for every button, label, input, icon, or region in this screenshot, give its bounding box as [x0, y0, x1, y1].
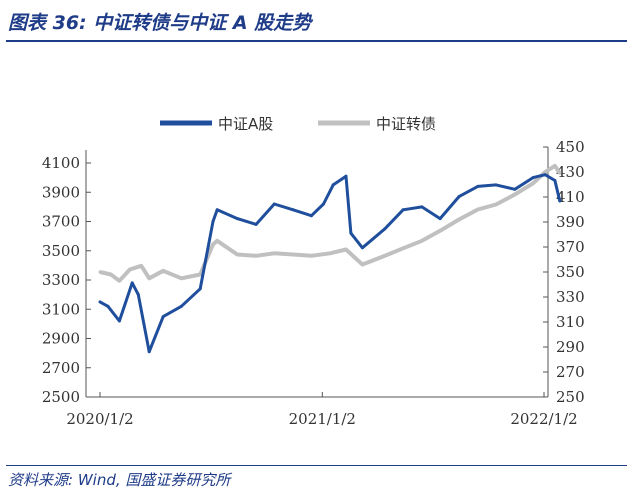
title-divider	[6, 40, 627, 42]
x-tick-label: 2020/1/2	[66, 410, 133, 428]
data-point-a-share	[309, 214, 313, 218]
data-point-cb	[235, 253, 239, 256]
data-point-a-share	[494, 183, 498, 187]
data-point-a-share	[476, 184, 480, 188]
data-point-cb	[513, 193, 517, 196]
data-point-a-share	[161, 315, 165, 319]
data-point-cb	[401, 246, 405, 250]
data-point-cb	[161, 269, 165, 273]
data-point-cb	[457, 218, 461, 221]
data-point-cb	[179, 276, 183, 280]
data-point-a-share	[235, 217, 239, 221]
series-line-cb	[99, 163, 562, 283]
data-point-a-share	[130, 281, 134, 285]
left-tick-label: 4100	[42, 154, 80, 172]
footer-divider	[6, 465, 627, 466]
data-point-cb	[360, 263, 364, 266]
data-point-a-share	[360, 246, 364, 250]
left-tick-label: 3900	[42, 183, 80, 201]
legend: 中证A股 中证转债	[160, 115, 436, 133]
data-point-cb	[344, 248, 348, 251]
data-point-cb	[254, 254, 258, 258]
right-tick-label: 290	[556, 338, 585, 356]
right-tick-label: 390	[556, 213, 585, 231]
right-tick-label: 430	[556, 163, 585, 181]
series-line-a-share	[99, 173, 562, 354]
data-point-a-share	[254, 222, 258, 226]
data-point-cb	[543, 170, 547, 174]
data-point-a-share	[198, 287, 202, 291]
data-point-cb	[198, 273, 202, 276]
axes	[85, 147, 549, 398]
data-point-a-share	[147, 350, 151, 354]
left-tick-label: 3500	[42, 242, 80, 260]
data-point-a-share	[531, 176, 535, 180]
data-point-cb	[147, 276, 151, 280]
data-point-a-share	[98, 300, 102, 304]
data-point-a-share	[344, 174, 348, 178]
data-point-a-share	[438, 217, 442, 221]
data-point-a-share	[401, 208, 405, 212]
data-point-a-share	[272, 202, 276, 206]
data-point-cb	[128, 268, 132, 271]
data-point-cb	[438, 229, 442, 233]
data-point-cb	[553, 164, 557, 168]
data-point-cb	[494, 203, 498, 206]
left-tick-label: 3300	[42, 271, 80, 289]
data-point-a-share	[179, 304, 183, 308]
data-point-cb	[117, 279, 121, 283]
data-point-cb	[383, 254, 387, 258]
data-point-a-share	[383, 227, 387, 231]
data-point-a-share	[291, 208, 295, 212]
data-point-a-share	[349, 231, 353, 235]
data-point-a-share	[457, 195, 461, 199]
right-tick-label: 450	[556, 138, 585, 156]
left-tick-label: 2500	[42, 388, 80, 406]
data-point-cb	[98, 270, 102, 274]
data-point-a-share	[211, 220, 215, 223]
legend-label-a-share: 中证A股	[218, 115, 273, 133]
data-point-a-share	[331, 183, 335, 187]
right-tick-label: 370	[556, 238, 585, 256]
data-point-a-share	[106, 304, 110, 308]
data-point-cb	[309, 254, 313, 258]
data-point-a-share	[513, 187, 517, 191]
left-tick-label: 2700	[42, 359, 80, 377]
right-tick-label: 270	[556, 363, 585, 381]
data-point-a-share	[322, 202, 325, 206]
right-tick-label: 410	[556, 188, 585, 206]
x-tick-label: 2022/1/2	[510, 410, 577, 428]
right-tick-label: 310	[556, 313, 585, 331]
data-point-cb	[531, 181, 535, 185]
data-point-cb	[109, 273, 113, 276]
x-tick-label: 2021/1/2	[289, 410, 356, 428]
right-tick-label: 250	[556, 388, 585, 406]
data-point-cb	[211, 243, 215, 246]
data-point-cb	[139, 264, 143, 268]
data-point-cb	[291, 253, 295, 256]
chart-title: 图表 36: 中证转债与中证 A 股走势	[8, 12, 312, 34]
left-tick-label: 3100	[42, 300, 80, 318]
data-point-a-share	[215, 208, 219, 212]
data-point-cb	[215, 239, 219, 243]
data-point-cb	[558, 171, 562, 175]
right-tick-label: 350	[556, 263, 585, 281]
data-point-a-share	[558, 199, 562, 203]
right-tick-label: 330	[556, 288, 585, 306]
left-tick-label: 2900	[42, 330, 80, 348]
legend-label-cb: 中证转债	[376, 115, 436, 133]
data-point-a-share	[553, 179, 557, 182]
data-point-cb	[476, 208, 480, 211]
data-point-cb	[328, 251, 332, 255]
data-point-a-share	[543, 173, 547, 177]
data-point-cb	[420, 239, 424, 243]
data-point-a-share	[136, 293, 140, 297]
data-point-cb	[272, 251, 276, 255]
data-point-a-share	[117, 319, 121, 323]
source-note: 资料来源: Wind, 国盛证券研究所	[8, 471, 231, 489]
data-point-a-share	[420, 205, 424, 209]
left-tick-label: 3700	[42, 213, 80, 231]
